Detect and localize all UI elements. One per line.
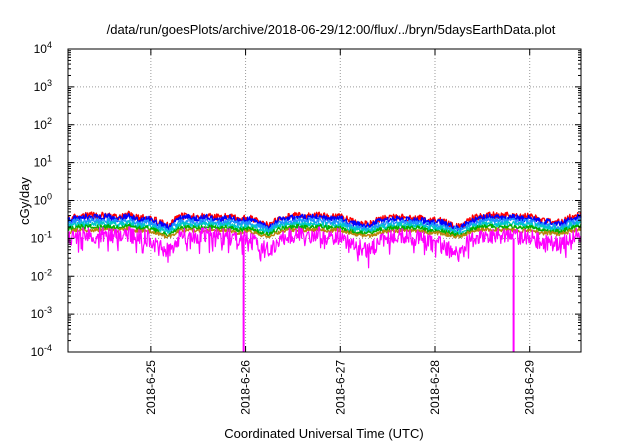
y-tick-base: 10 bbox=[34, 80, 48, 94]
dropout-mark bbox=[512, 238, 515, 352]
y-tick-label: 10-3 bbox=[31, 305, 52, 321]
grid bbox=[68, 49, 581, 352]
dropout-mark bbox=[242, 238, 245, 352]
y-axis-label: cGy/day bbox=[17, 177, 32, 225]
series-layer bbox=[67, 210, 582, 352]
y-tick-base: 10 bbox=[31, 345, 45, 359]
y-tick-exponent: 0 bbox=[47, 192, 52, 202]
y-tick-exponent: 1 bbox=[47, 154, 52, 164]
y-tick-exponent: 3 bbox=[47, 78, 52, 88]
y-tick-exponent: -2 bbox=[44, 267, 52, 277]
chart-title: /data/run/goesPlots/archive/2018-06-29/1… bbox=[107, 22, 556, 37]
plot-frame bbox=[67, 48, 582, 353]
series-line bbox=[67, 217, 582, 234]
x-tick-label: 2018-6-25 bbox=[144, 360, 158, 415]
y-tick-base: 10 bbox=[31, 307, 45, 321]
series-line bbox=[67, 213, 582, 231]
x-axis: 2018-6-25 2018-6-26 2018-6-27 2018-6-28 2018… bbox=[144, 49, 537, 415]
y-tick-base: 10 bbox=[34, 194, 48, 208]
y-tick-base: 10 bbox=[31, 231, 45, 245]
y-tick-base: 10 bbox=[31, 269, 45, 283]
x-tick-label: 2018-6-27 bbox=[333, 360, 347, 415]
x-tick-label: 2018-6-28 bbox=[428, 360, 442, 415]
y-tick-exponent: -3 bbox=[44, 305, 52, 315]
y-tick-exponent: -4 bbox=[44, 343, 52, 353]
y-tick-label: 104 bbox=[34, 40, 52, 56]
y-tick-label: 100 bbox=[34, 192, 52, 208]
y-tick-base: 10 bbox=[34, 156, 48, 170]
y-tick-exponent: 2 bbox=[47, 116, 52, 126]
y-tick-label: 101 bbox=[34, 154, 52, 170]
x-axis-label: Coordinated Universal Time (UTC) bbox=[224, 426, 423, 441]
y-tick-label: 103 bbox=[34, 78, 52, 94]
series-line bbox=[67, 226, 582, 239]
series-line bbox=[67, 226, 582, 269]
y-tick-base: 10 bbox=[34, 118, 48, 132]
y-tick-label: 10-2 bbox=[31, 267, 52, 283]
x-tick-label: 2018-6-29 bbox=[523, 360, 537, 415]
y-tick-label: 10-4 bbox=[31, 343, 52, 359]
series-line bbox=[67, 223, 582, 239]
y-tick-exponent: -1 bbox=[44, 229, 52, 239]
y-tick-label: 10-1 bbox=[31, 229, 52, 245]
y-tick-base: 10 bbox=[34, 42, 48, 56]
y-tick-label: 102 bbox=[34, 116, 52, 132]
y-tick-exponent: 4 bbox=[47, 40, 52, 50]
x-tick-label: 2018-6-26 bbox=[239, 360, 253, 415]
